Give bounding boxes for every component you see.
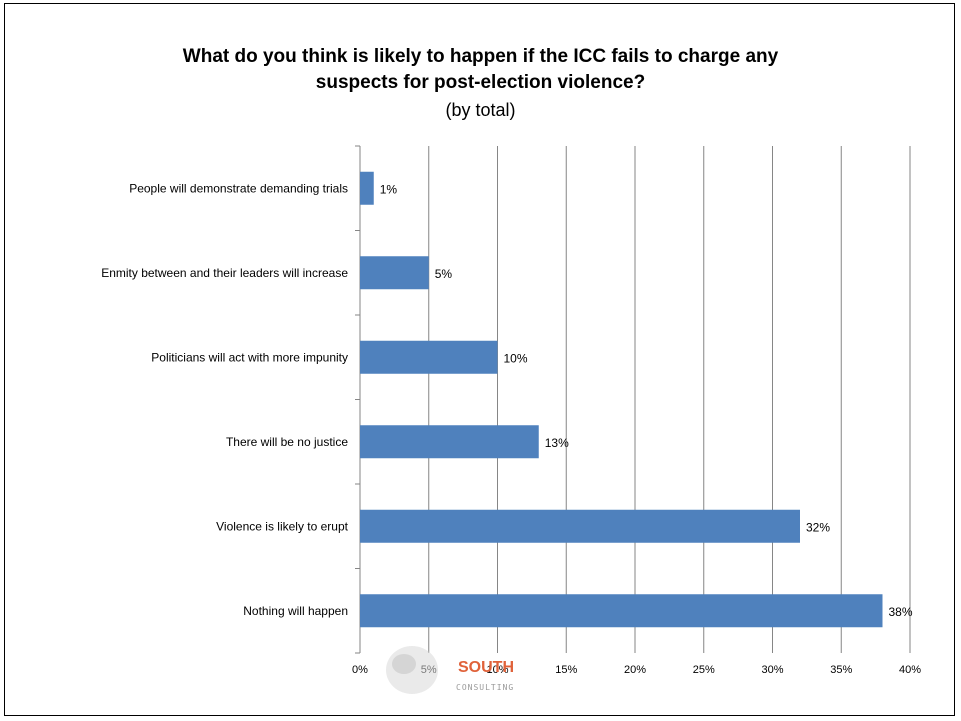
gridlines — [428, 146, 911, 653]
chart-subtitle: (by total) — [445, 100, 516, 120]
data-label: 10% — [504, 351, 528, 365]
data-label: 5% — [435, 267, 453, 281]
chart-title: What do you think is likely to happen if… — [0, 44, 961, 122]
category-axis — [355, 145, 361, 654]
category-label: Nothing will happen — [243, 604, 348, 618]
x-tick-label: 15% — [555, 664, 577, 676]
south-consulting-logo: SOUTH CONSULTING — [386, 646, 514, 694]
category-label: Enmity between and their leaders will in… — [101, 266, 348, 280]
x-tick-label: 30% — [761, 664, 783, 676]
category-label: People will demonstrate demanding trials — [129, 181, 348, 195]
x-tick-label: 35% — [830, 664, 852, 676]
category-label: There will be no justice — [226, 435, 348, 449]
labels: 0% 5% 10% 15% 20% 25% 30% 35% 40% People will dem… — [101, 181, 921, 676]
globe-landmass-icon — [392, 654, 416, 674]
logo-sub: CONSULTING — [456, 683, 514, 692]
bar — [360, 594, 883, 628]
category-label: Violence is likely to erupt — [216, 519, 349, 533]
logo-name: SOUTH — [458, 659, 514, 676]
data-label: 13% — [545, 436, 569, 450]
bar — [360, 340, 498, 374]
chart-title-line-1: What do you think is likely to happen if… — [182, 46, 779, 67]
x-tick-label: 0% — [352, 664, 368, 676]
x-tick-label: 25% — [693, 664, 715, 676]
data-label: 32% — [806, 520, 830, 534]
category-label: Politicians will act with more impunity — [151, 350, 348, 364]
x-tick-label: 10% — [486, 664, 508, 676]
bar — [360, 425, 539, 459]
x-tick-label: 40% — [899, 664, 921, 676]
bar — [360, 171, 374, 205]
bar — [360, 509, 800, 543]
bar — [360, 256, 429, 290]
data-label: 1% — [380, 182, 398, 196]
chart-title-line-2: suspects for post-election violence? — [315, 72, 646, 93]
x-tick-label: 20% — [624, 664, 646, 676]
data-label: 38% — [889, 605, 913, 619]
bars — [360, 171, 883, 628]
